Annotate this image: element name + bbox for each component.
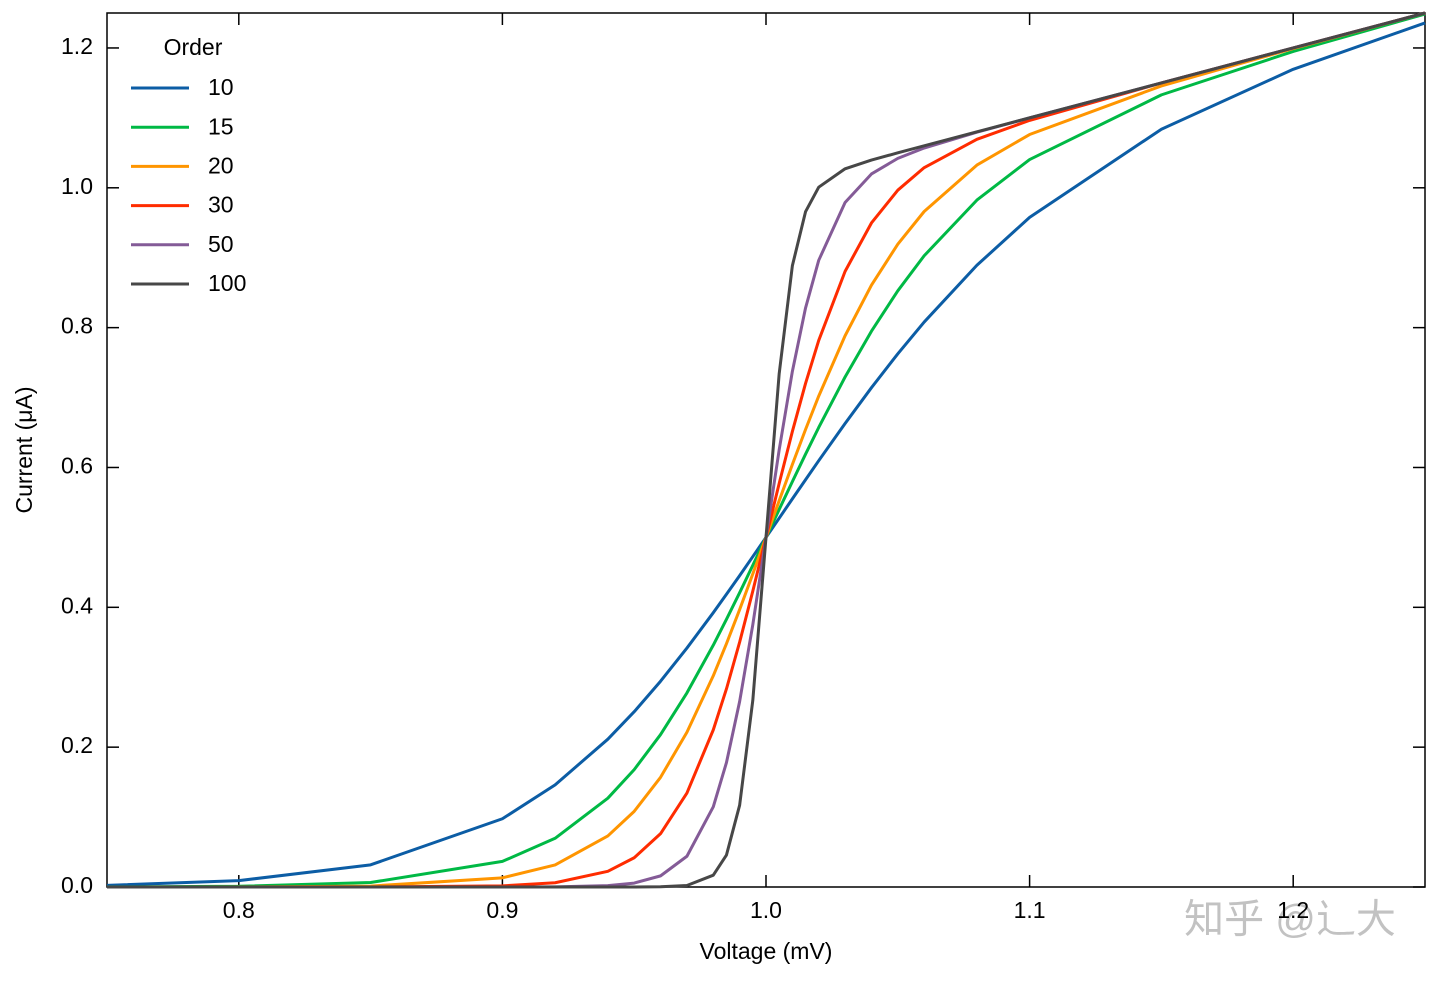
- legend-label: 15: [208, 113, 234, 139]
- legend-label: 20: [208, 152, 234, 178]
- series-line: [107, 11, 1426, 889]
- legend-label: 30: [208, 192, 234, 218]
- series-line: [106, 11, 1426, 889]
- x-axis-label: Voltage (mV): [700, 938, 833, 964]
- series-line: [107, 11, 1426, 889]
- plot-frame: [106, 12, 1426, 888]
- legend-label: 50: [208, 231, 234, 257]
- y-tick-label: 0.8: [61, 313, 93, 339]
- legend-label: 100: [208, 270, 246, 296]
- y-tick-label: 0.6: [61, 453, 93, 479]
- y-tick-label: 0.0: [61, 872, 93, 898]
- legend-title: Order: [164, 34, 223, 60]
- y-tick-label: 1.2: [61, 33, 93, 59]
- y-axis-label: Current (μA): [11, 387, 37, 514]
- legend-label: 10: [208, 74, 234, 100]
- x-tick-label: 1.0: [750, 897, 782, 923]
- y-tick-label: 0.4: [61, 592, 93, 618]
- series-line: [107, 11, 1426, 889]
- x-tick-label: 0.9: [486, 897, 518, 923]
- x-tick-label: 1.1: [1014, 897, 1046, 923]
- y-tick-label: 1.0: [61, 173, 93, 199]
- x-tick-label: 0.8: [223, 897, 255, 923]
- series-line: [106, 21, 1426, 887]
- y-tick-label: 0.2: [61, 732, 93, 758]
- x-tick-label: 1.2: [1277, 897, 1309, 923]
- watermark: 知乎 @辶大: [1184, 898, 1396, 942]
- series-line: [106, 12, 1426, 889]
